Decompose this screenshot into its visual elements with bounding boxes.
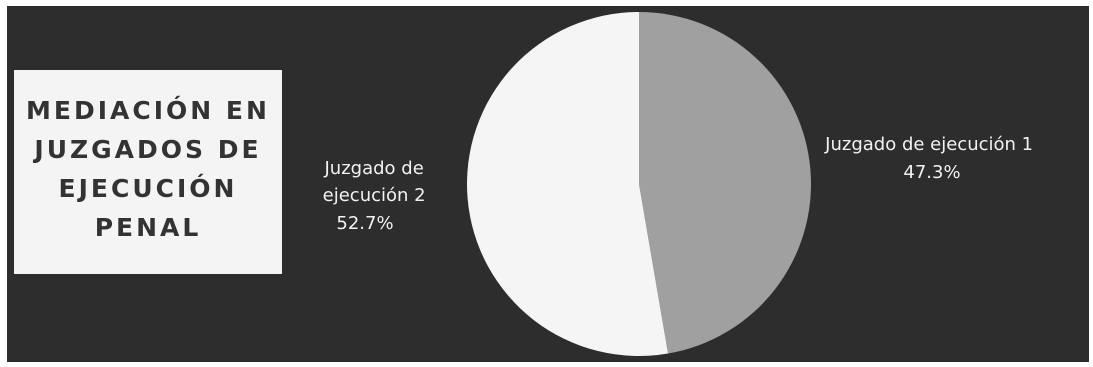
title-box: MEDIACIÓN EN JUZGADOS DE EJECUCIÓN PENAL [14, 70, 282, 274]
pie-slice-2 [467, 12, 669, 356]
slice-label-2: Juzgado de ejecución 2 52.7% [323, 158, 432, 234]
slice-label-1-line-1: Juzgado de ejecución 1 [824, 134, 1033, 155]
chart-title: MEDIACIÓN EN JUZGADOS DE EJECUCIÓN PENAL [14, 91, 282, 247]
pie-chart: Juzgado de ejecución 1 47.3% Juzgado de … [323, 12, 1039, 356]
slice-label-1-value: 47.3% [903, 162, 960, 183]
title-line-1: MEDIACIÓN EN [26, 96, 270, 125]
pie-slices [467, 12, 812, 356]
title-line-3: EJECUCIÓN [58, 174, 238, 203]
pie-slice-1 [639, 12, 812, 354]
slice-label-2-line-2: ejecución 2 [323, 185, 426, 206]
title-line-4: PENAL [94, 213, 202, 242]
chart-panel: MEDIACIÓN EN JUZGADOS DE EJECUCIÓN PENAL… [7, 6, 1089, 362]
slice-label-2-line-1: Juzgado de [323, 158, 423, 179]
slice-label-2-value: 52.7% [336, 213, 393, 234]
title-line-2: JUZGADOS DE [34, 135, 262, 164]
slice-label-1: Juzgado de ejecución 1 47.3% [824, 134, 1039, 183]
